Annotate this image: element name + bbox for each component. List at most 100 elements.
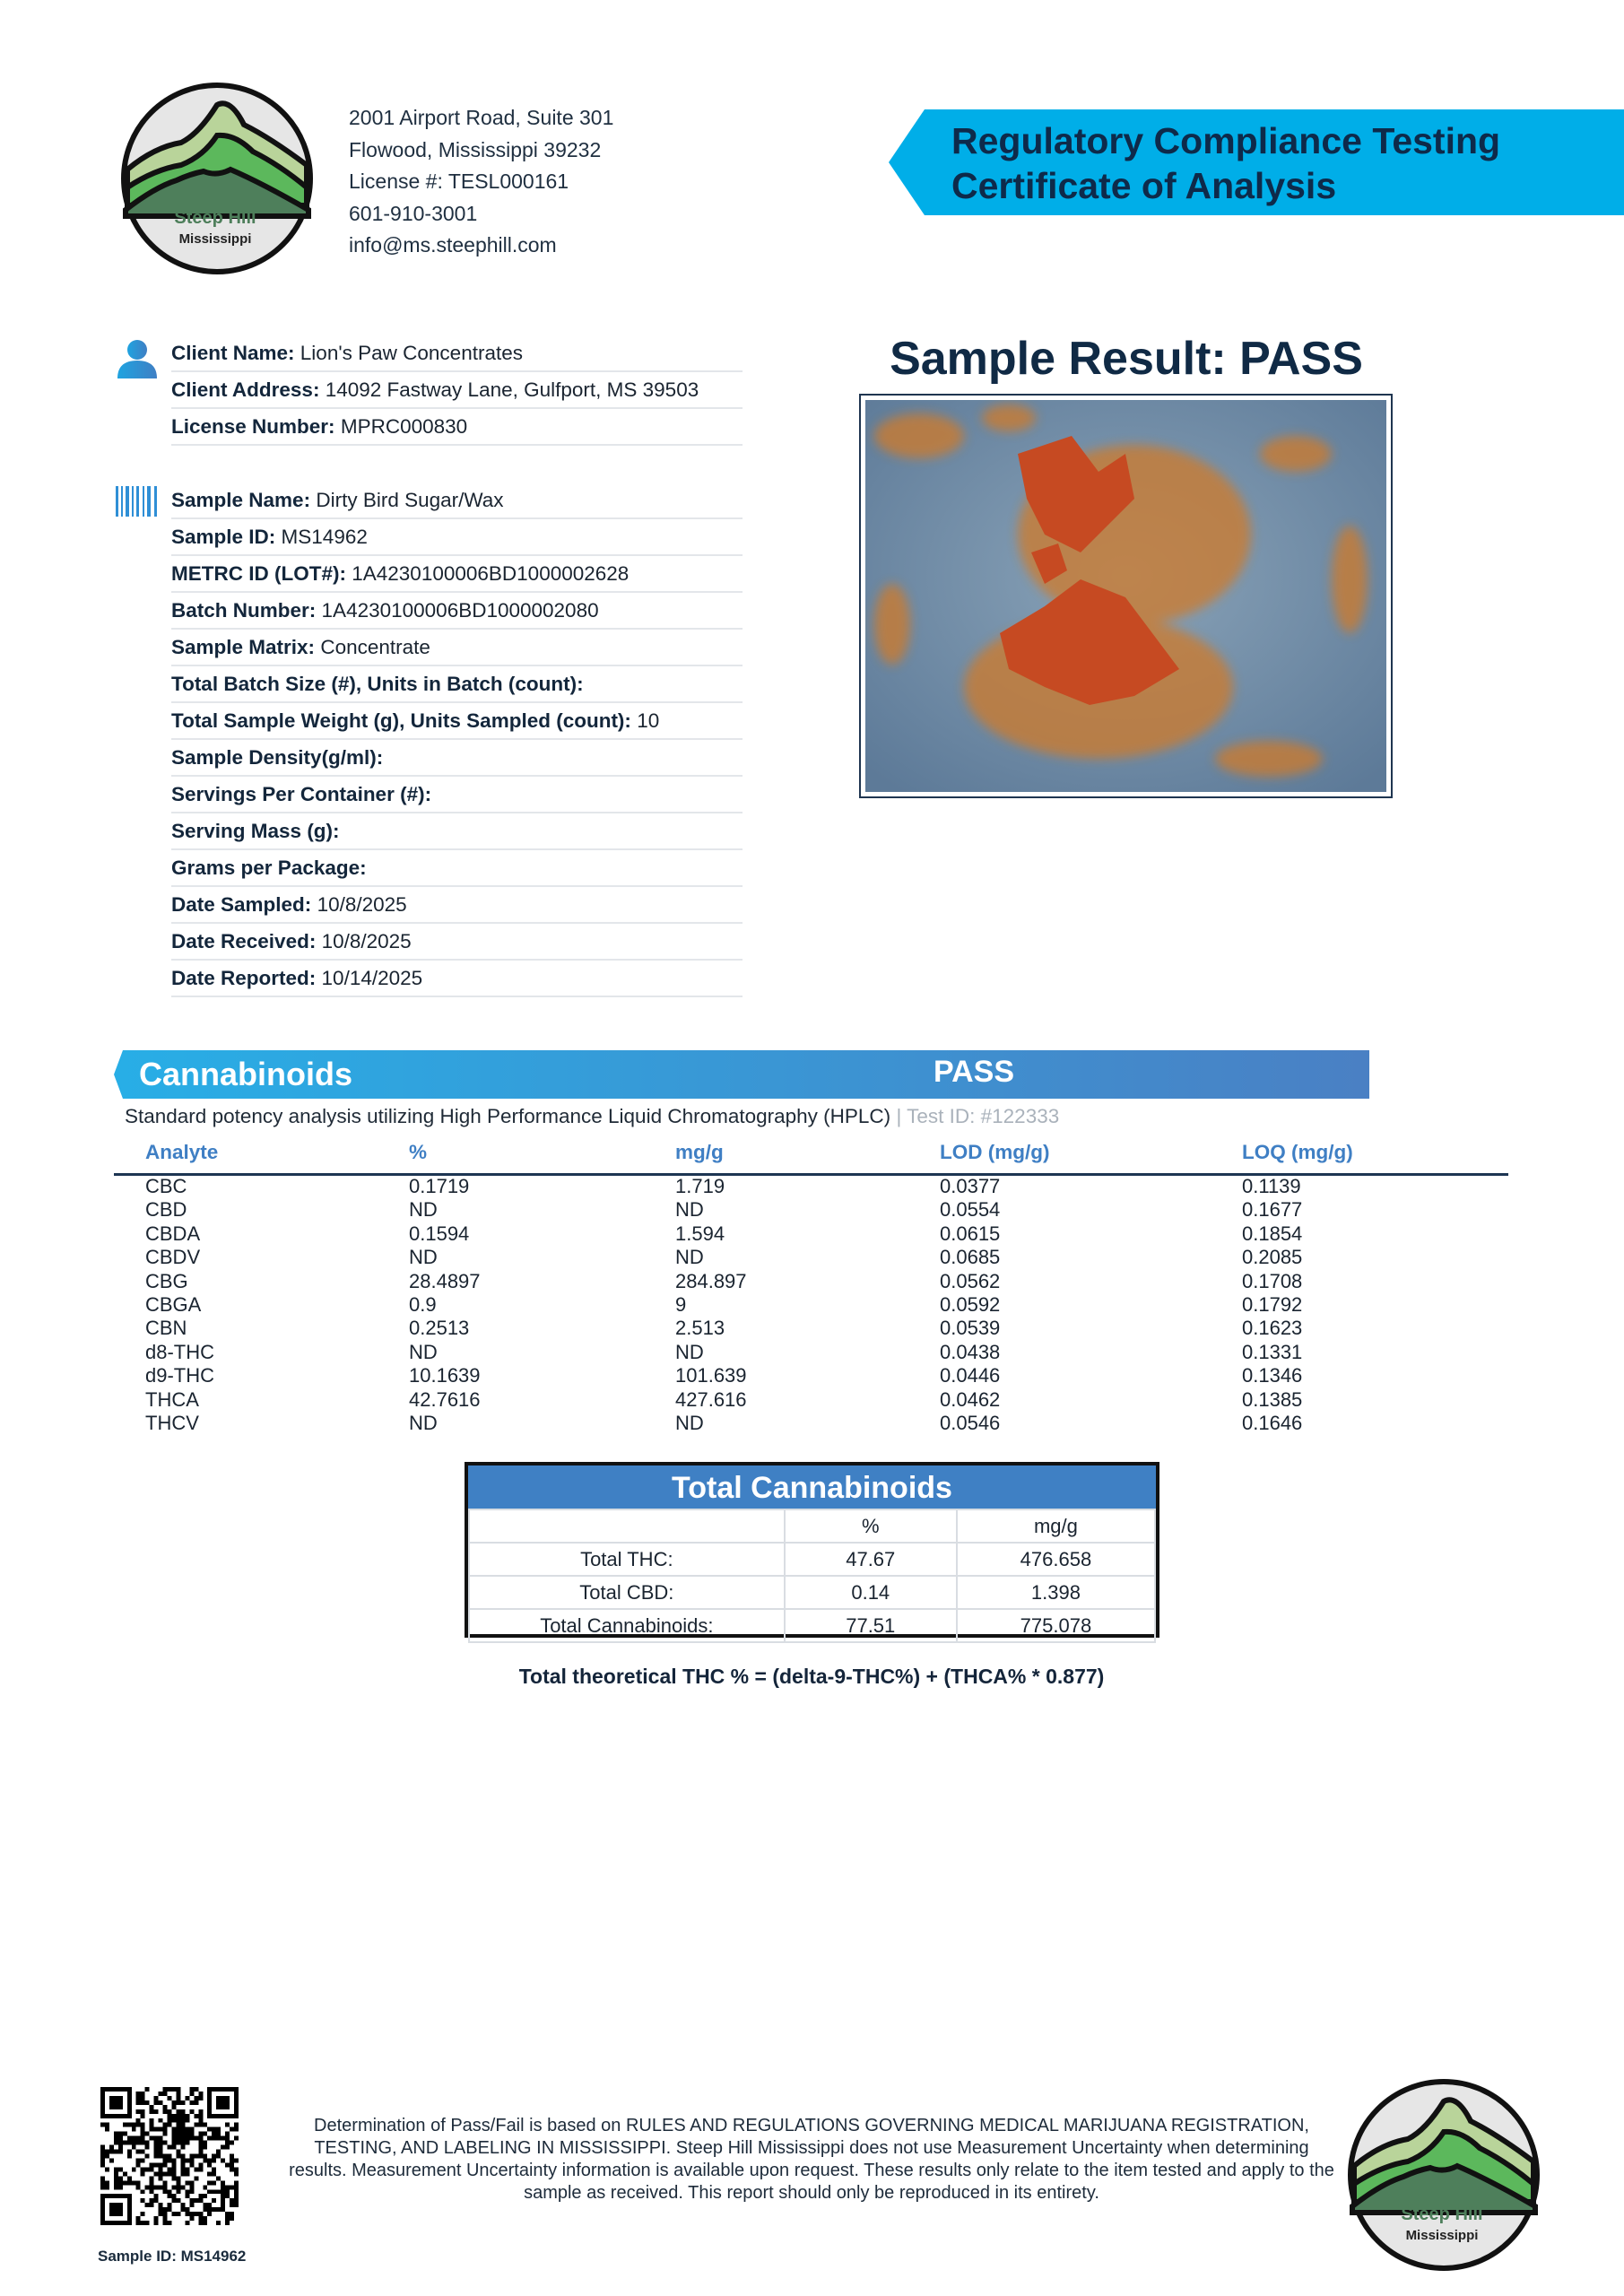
column-header: LOD (mg/g) — [940, 1141, 1050, 1163]
logo-text: Steep Hill — [174, 208, 256, 228]
table-cell: 0.1623 — [1242, 1317, 1303, 1340]
table-cell: d8-THC — [145, 1340, 215, 1363]
field-value: 10 — [637, 709, 660, 732]
field-label: Client Address: — [171, 378, 320, 401]
table-cell: 0.0438 — [940, 1340, 1001, 1363]
table-cell: ND — [409, 1412, 438, 1434]
lab-phone: 601-910-3001 — [349, 201, 478, 225]
field-value: MS14962 — [281, 526, 368, 548]
address-line: 2001 Airport Road, Suite 301 — [349, 106, 614, 129]
field-value: Lion's Paw Concentrates — [300, 342, 523, 364]
total-cannabinoids-table: Total Cannabinoids % mg/g Total THC: 47.67 4… — [465, 1462, 1159, 1643]
table-cell: 0.0546 — [940, 1412, 1001, 1434]
field-value: 1A4230100006BD1000002628 — [352, 562, 630, 585]
sample-row: Batch Number: 1A4230100006BD1000002080 — [171, 593, 743, 630]
client-info: Client Name: Lion's Paw Concentrates Clie… — [171, 335, 743, 446]
title-line-1: Regulatory Compliance Testing — [951, 120, 1501, 161]
table-cell: ND — [409, 1198, 438, 1222]
field-label: Total Batch Size (#), Units in Batch (co… — [171, 673, 584, 695]
column-header: LOQ (mg/g) — [1242, 1141, 1353, 1163]
sample-row: Grams per Package: — [171, 850, 743, 887]
field-label: Sample Matrix: — [171, 636, 316, 658]
sample-row: METRC ID (LOT#): 1A4230100006BD100000262… — [171, 556, 743, 593]
table-cell: 28.4897 — [409, 1269, 481, 1292]
table-cell: 1.719 — [675, 1175, 725, 1197]
address-city: Flowood, Mississippi 39232 — [349, 137, 602, 161]
table-cell: CBDV — [145, 1246, 201, 1269]
field-label: License Number: — [171, 415, 335, 438]
sample-row: Date Sampled: 10/8/2025 — [171, 887, 743, 924]
field-value: 14092 Fastway Lane, Gulfport, MS 39503 — [325, 378, 699, 401]
table-cell: 0.0562 — [940, 1269, 1001, 1292]
client-row: Client Name: Lion's Paw Concentrates — [171, 335, 743, 372]
table-cell: 0.1677 — [1242, 1198, 1303, 1222]
column-header: Analyte — [145, 1141, 219, 1163]
document-title: Regulatory Compliance Testing Certificat… — [951, 118, 1500, 208]
sample-row: Total Batch Size (#), Units in Batch (co… — [171, 666, 743, 703]
field-label: Sample Density(g/ml): — [171, 746, 384, 769]
table-cell: CBG — [145, 1269, 188, 1292]
field-label: Sample ID: — [171, 526, 276, 548]
table-cell: 0.0539 — [940, 1317, 1001, 1340]
totals-header-row: % mg/g — [468, 1509, 1157, 1544]
footer-sample-id: Sample ID: MS14962 — [98, 2248, 247, 2265]
table-cell: ND — [675, 1412, 704, 1434]
totals-cell: 476.658 — [955, 1542, 1157, 1577]
table-cell: 0.0446 — [940, 1364, 1001, 1387]
table-cell: 0.0554 — [940, 1198, 1001, 1222]
client-row: Client Address: 14092 Fastway Lane, Gulf… — [171, 372, 743, 409]
table-cell: ND — [675, 1198, 704, 1222]
column-header: % — [409, 1141, 428, 1163]
table-cell: CBDA — [145, 1222, 201, 1245]
sample-row: Sample Matrix: Concentrate — [171, 630, 743, 666]
table-row: d8-THC ND ND 0.0438 0.1331 — [114, 1341, 1508, 1364]
table-cell: ND — [675, 1246, 704, 1269]
field-label: Total Sample Weight (g), Units Sampled (… — [171, 709, 631, 732]
table-cell: 0.1385 — [1242, 1387, 1303, 1411]
table-cell: CBN — [145, 1317, 187, 1340]
table-cell: 0.2513 — [409, 1317, 470, 1340]
totals-cell: 1.398 — [955, 1575, 1157, 1610]
table-cell: ND — [675, 1340, 704, 1363]
table-cell: 0.0462 — [940, 1387, 1001, 1411]
field-label: Date Received: — [171, 930, 317, 952]
table-cell: 0.0377 — [940, 1175, 1001, 1197]
sample-info: Sample Name: Dirty Bird Sugar/Wax Sample … — [171, 483, 743, 997]
field-value: Concentrate — [320, 636, 430, 658]
field-label: Sample Name: — [171, 489, 311, 511]
disclaimer: Determination of Pass/Fail is based on R… — [289, 2116, 1334, 2203]
test-id: | Test ID: #122333 — [890, 1105, 1060, 1127]
table-row: CBN 0.2513 2.513 0.0539 0.1623 — [114, 1317, 1508, 1340]
field-value: 1A4230100006BD1000002080 — [321, 599, 599, 622]
sample-row: Servings Per Container (#): — [171, 777, 743, 813]
section-title: Cannabinoids — [139, 1056, 353, 1092]
qr-code[interactable] — [100, 2087, 239, 2225]
table-cell: 9 — [675, 1293, 687, 1316]
title-banner — [889, 109, 1624, 215]
client-row: License Number: MPRC000830 — [171, 409, 743, 446]
field-label: Grams per Package: — [171, 857, 367, 879]
logo-subtext: Mississippi — [1406, 2228, 1479, 2243]
table-cell: ND — [409, 1246, 438, 1269]
table-cell: THCA — [145, 1387, 199, 1411]
totals-cell: 47.67 — [783, 1542, 958, 1577]
totals-cell: 77.51 — [783, 1608, 958, 1643]
table-cell: 2.513 — [675, 1317, 725, 1340]
totals-title: Total Cannabinoids — [468, 1465, 1156, 1509]
table-cell: 0.1346 — [1242, 1364, 1303, 1387]
sample-image — [865, 400, 1386, 792]
table-cell: 0.1594 — [409, 1222, 470, 1245]
sample-row: Sample Density(g/ml): — [171, 740, 743, 777]
table-cell: 0.1139 — [1242, 1175, 1301, 1197]
field-label: Servings Per Container (#): — [171, 783, 432, 805]
totals-cell: Total Cannabinoids: — [468, 1608, 786, 1643]
sample-row: Sample ID: MS14962 — [171, 519, 743, 556]
field-label: Date Sampled: — [171, 893, 312, 916]
table-cell: 0.0592 — [940, 1293, 1001, 1316]
totals-row: Total THC: 47.67 476.658 — [468, 1542, 1157, 1577]
table-row: THCA 42.7616 427.616 0.0462 0.1385 — [114, 1388, 1508, 1412]
table-cell: 10.1639 — [409, 1364, 481, 1387]
table-cell: 0.1792 — [1242, 1293, 1303, 1316]
method-description: Standard potency analysis utilizing High… — [125, 1105, 1059, 1128]
sample-row: Date Received: 10/8/2025 — [171, 924, 743, 961]
